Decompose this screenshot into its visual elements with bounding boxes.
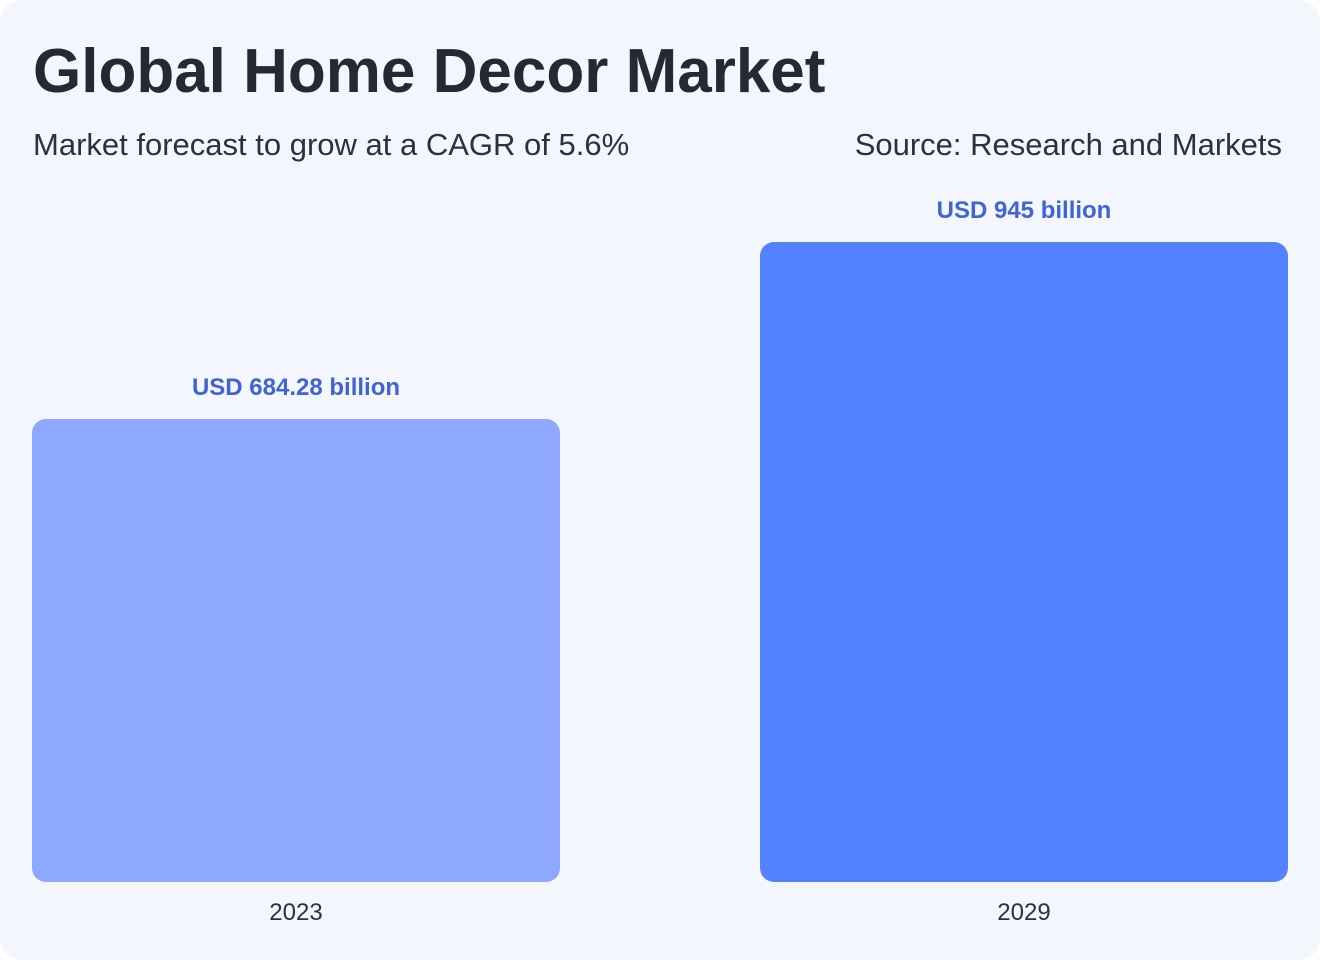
x-tick-label-2023: 2023	[269, 899, 323, 926]
data-label-2029: USD 945 billion	[936, 197, 1112, 224]
data-label-2023: USD 684.28 billion	[191, 374, 401, 401]
bar-2023	[32, 419, 560, 882]
chart-subtitle: Market forecast to grow at a CAGR of 5.6…	[33, 127, 630, 162]
chart-title: Global Home Decor Market	[33, 37, 826, 106]
x-tick-label-2029: 2029	[997, 899, 1051, 926]
bar-2029	[760, 242, 1288, 882]
source-note: Source: Research and Markets	[854, 127, 1282, 162]
